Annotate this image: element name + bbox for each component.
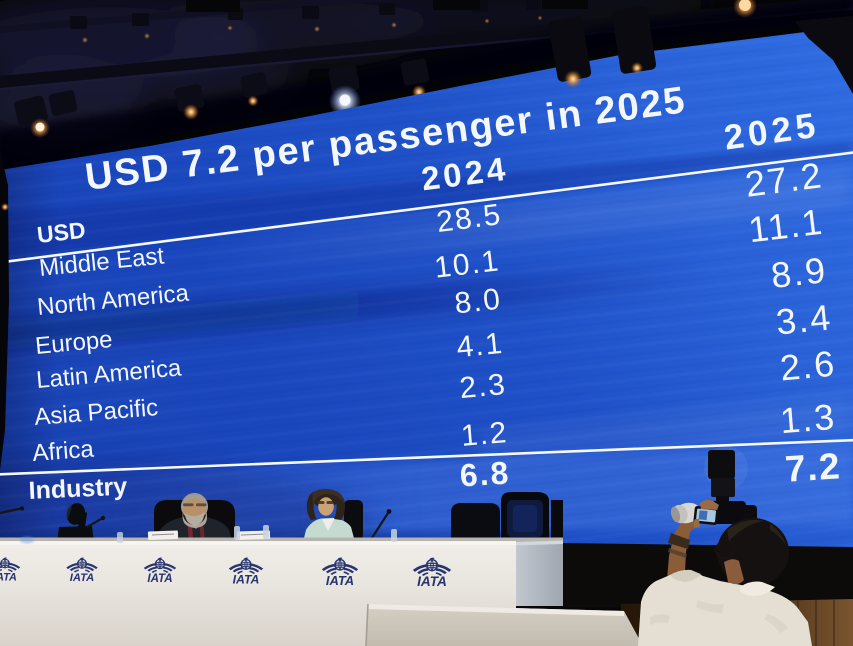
svg-text:6.8: 6.8 [459, 455, 512, 494]
svg-text:USD: USD [36, 217, 87, 248]
svg-text:2.6: 2.6 [778, 343, 837, 389]
svg-text:8.9: 8.9 [769, 249, 829, 296]
svg-text:1.3: 1.3 [778, 396, 837, 441]
svg-text:4.1: 4.1 [455, 327, 505, 364]
svg-text:11.1: 11.1 [746, 201, 826, 251]
svg-text:10.1: 10.1 [433, 244, 502, 284]
svg-text:3.4: 3.4 [774, 296, 834, 342]
svg-text:2.3: 2.3 [458, 368, 508, 405]
svg-text:Industry: Industry [28, 473, 128, 505]
svg-text:1.2: 1.2 [460, 416, 510, 453]
svg-text:Africa: Africa [31, 436, 95, 467]
svg-text:7.2: 7.2 [784, 445, 842, 489]
svg-text:8.0: 8.0 [453, 283, 503, 321]
